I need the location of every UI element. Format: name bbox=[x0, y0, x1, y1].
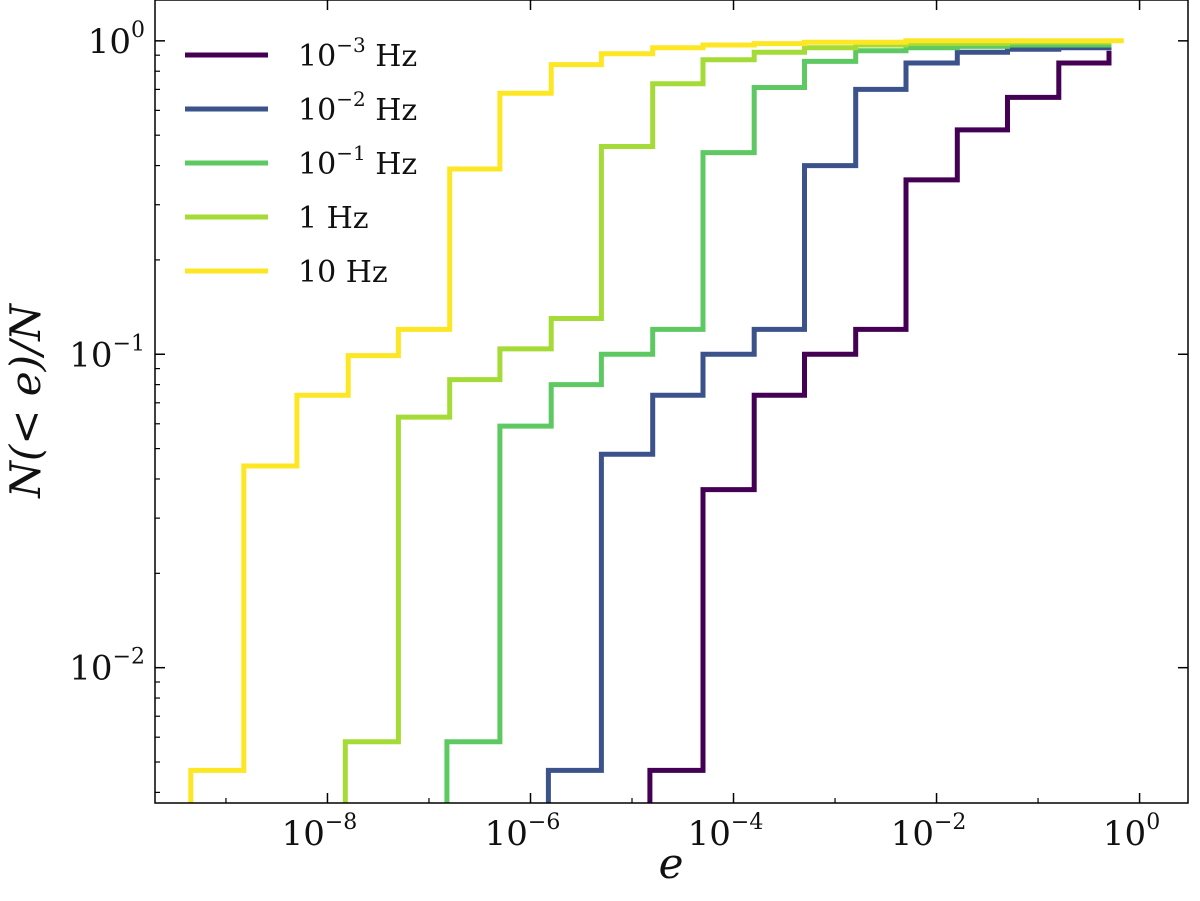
y-axis-label: N(< e)/N bbox=[1, 303, 50, 499]
series-line-3 bbox=[342, 39, 1112, 803]
x-axis-label: e bbox=[659, 839, 684, 888]
y-tick-label-0: 10−2 bbox=[69, 645, 145, 689]
series-line-2 bbox=[444, 42, 1112, 803]
x-tick-label-4: 100 bbox=[1103, 810, 1160, 854]
legend-label-2: 10−1 Hz bbox=[298, 141, 417, 182]
x-tick-label-0: 10−8 bbox=[282, 810, 358, 854]
y-tick-label-1: 10−1 bbox=[69, 331, 145, 375]
legend-label-1: 10−2 Hz bbox=[298, 87, 417, 128]
x-tick-label-1: 10−6 bbox=[485, 810, 561, 854]
plot-frame bbox=[154, 0, 1189, 804]
y-tick-label-2: 100 bbox=[88, 18, 145, 62]
legend-label-4: 10 Hz bbox=[298, 255, 388, 290]
ticks-layer: 10−8 10−6 10−4 10−2 100 10−2 10−1 100 bbox=[69, 0, 1188, 854]
x-tick-label-3: 10−2 bbox=[891, 810, 967, 854]
series-layer bbox=[188, 38, 1124, 803]
series-line-0 bbox=[647, 50, 1112, 803]
legend: 10−3 Hz 10−2 Hz 10−1 Hz 1 Hz 10 Hz bbox=[170, 16, 440, 308]
legend-label-0: 10−3 Hz bbox=[298, 33, 417, 74]
x-tick-label-2: 10−4 bbox=[688, 810, 764, 854]
series-line-1 bbox=[545, 45, 1112, 803]
series-line-4 bbox=[188, 38, 1124, 803]
legend-label-3: 1 Hz bbox=[298, 201, 369, 236]
